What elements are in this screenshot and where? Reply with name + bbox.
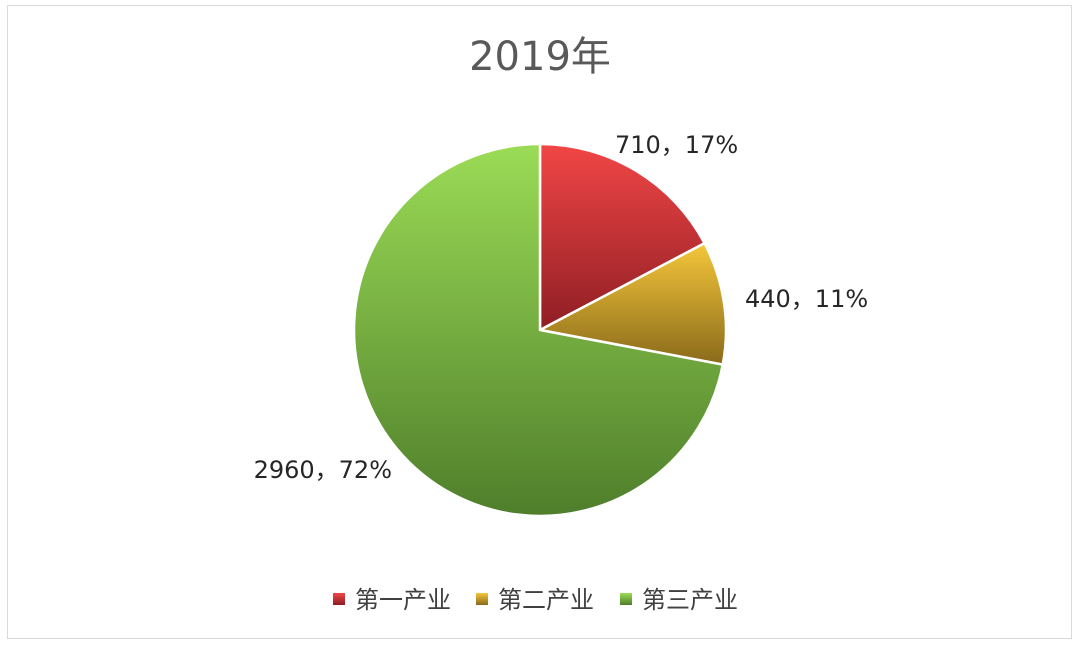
pie-slices (352, 142, 728, 518)
data-labels: 710，17% 440，11% 2960，72% (254, 131, 869, 484)
legend: 第一产业 第二产业 第三产业 (333, 586, 738, 614)
legend-swatch-3 (620, 593, 632, 605)
legend-label-2: 第二产业 (498, 586, 594, 614)
legend-swatch-2 (476, 593, 488, 605)
legend-label-3: 第三产业 (642, 586, 738, 614)
pie-slice-3 (352, 142, 724, 518)
pie-slice-1 (538, 142, 706, 332)
data-label-1: 710，17% (615, 131, 738, 159)
chart-title: 2019年 (469, 34, 611, 80)
data-label-2: 440，11% (745, 285, 868, 313)
pie-slice-2 (538, 241, 728, 366)
data-label-3: 2960，72% (254, 456, 392, 484)
legend-label-1: 第一产业 (355, 586, 451, 614)
legend-swatch-1 (333, 593, 345, 605)
